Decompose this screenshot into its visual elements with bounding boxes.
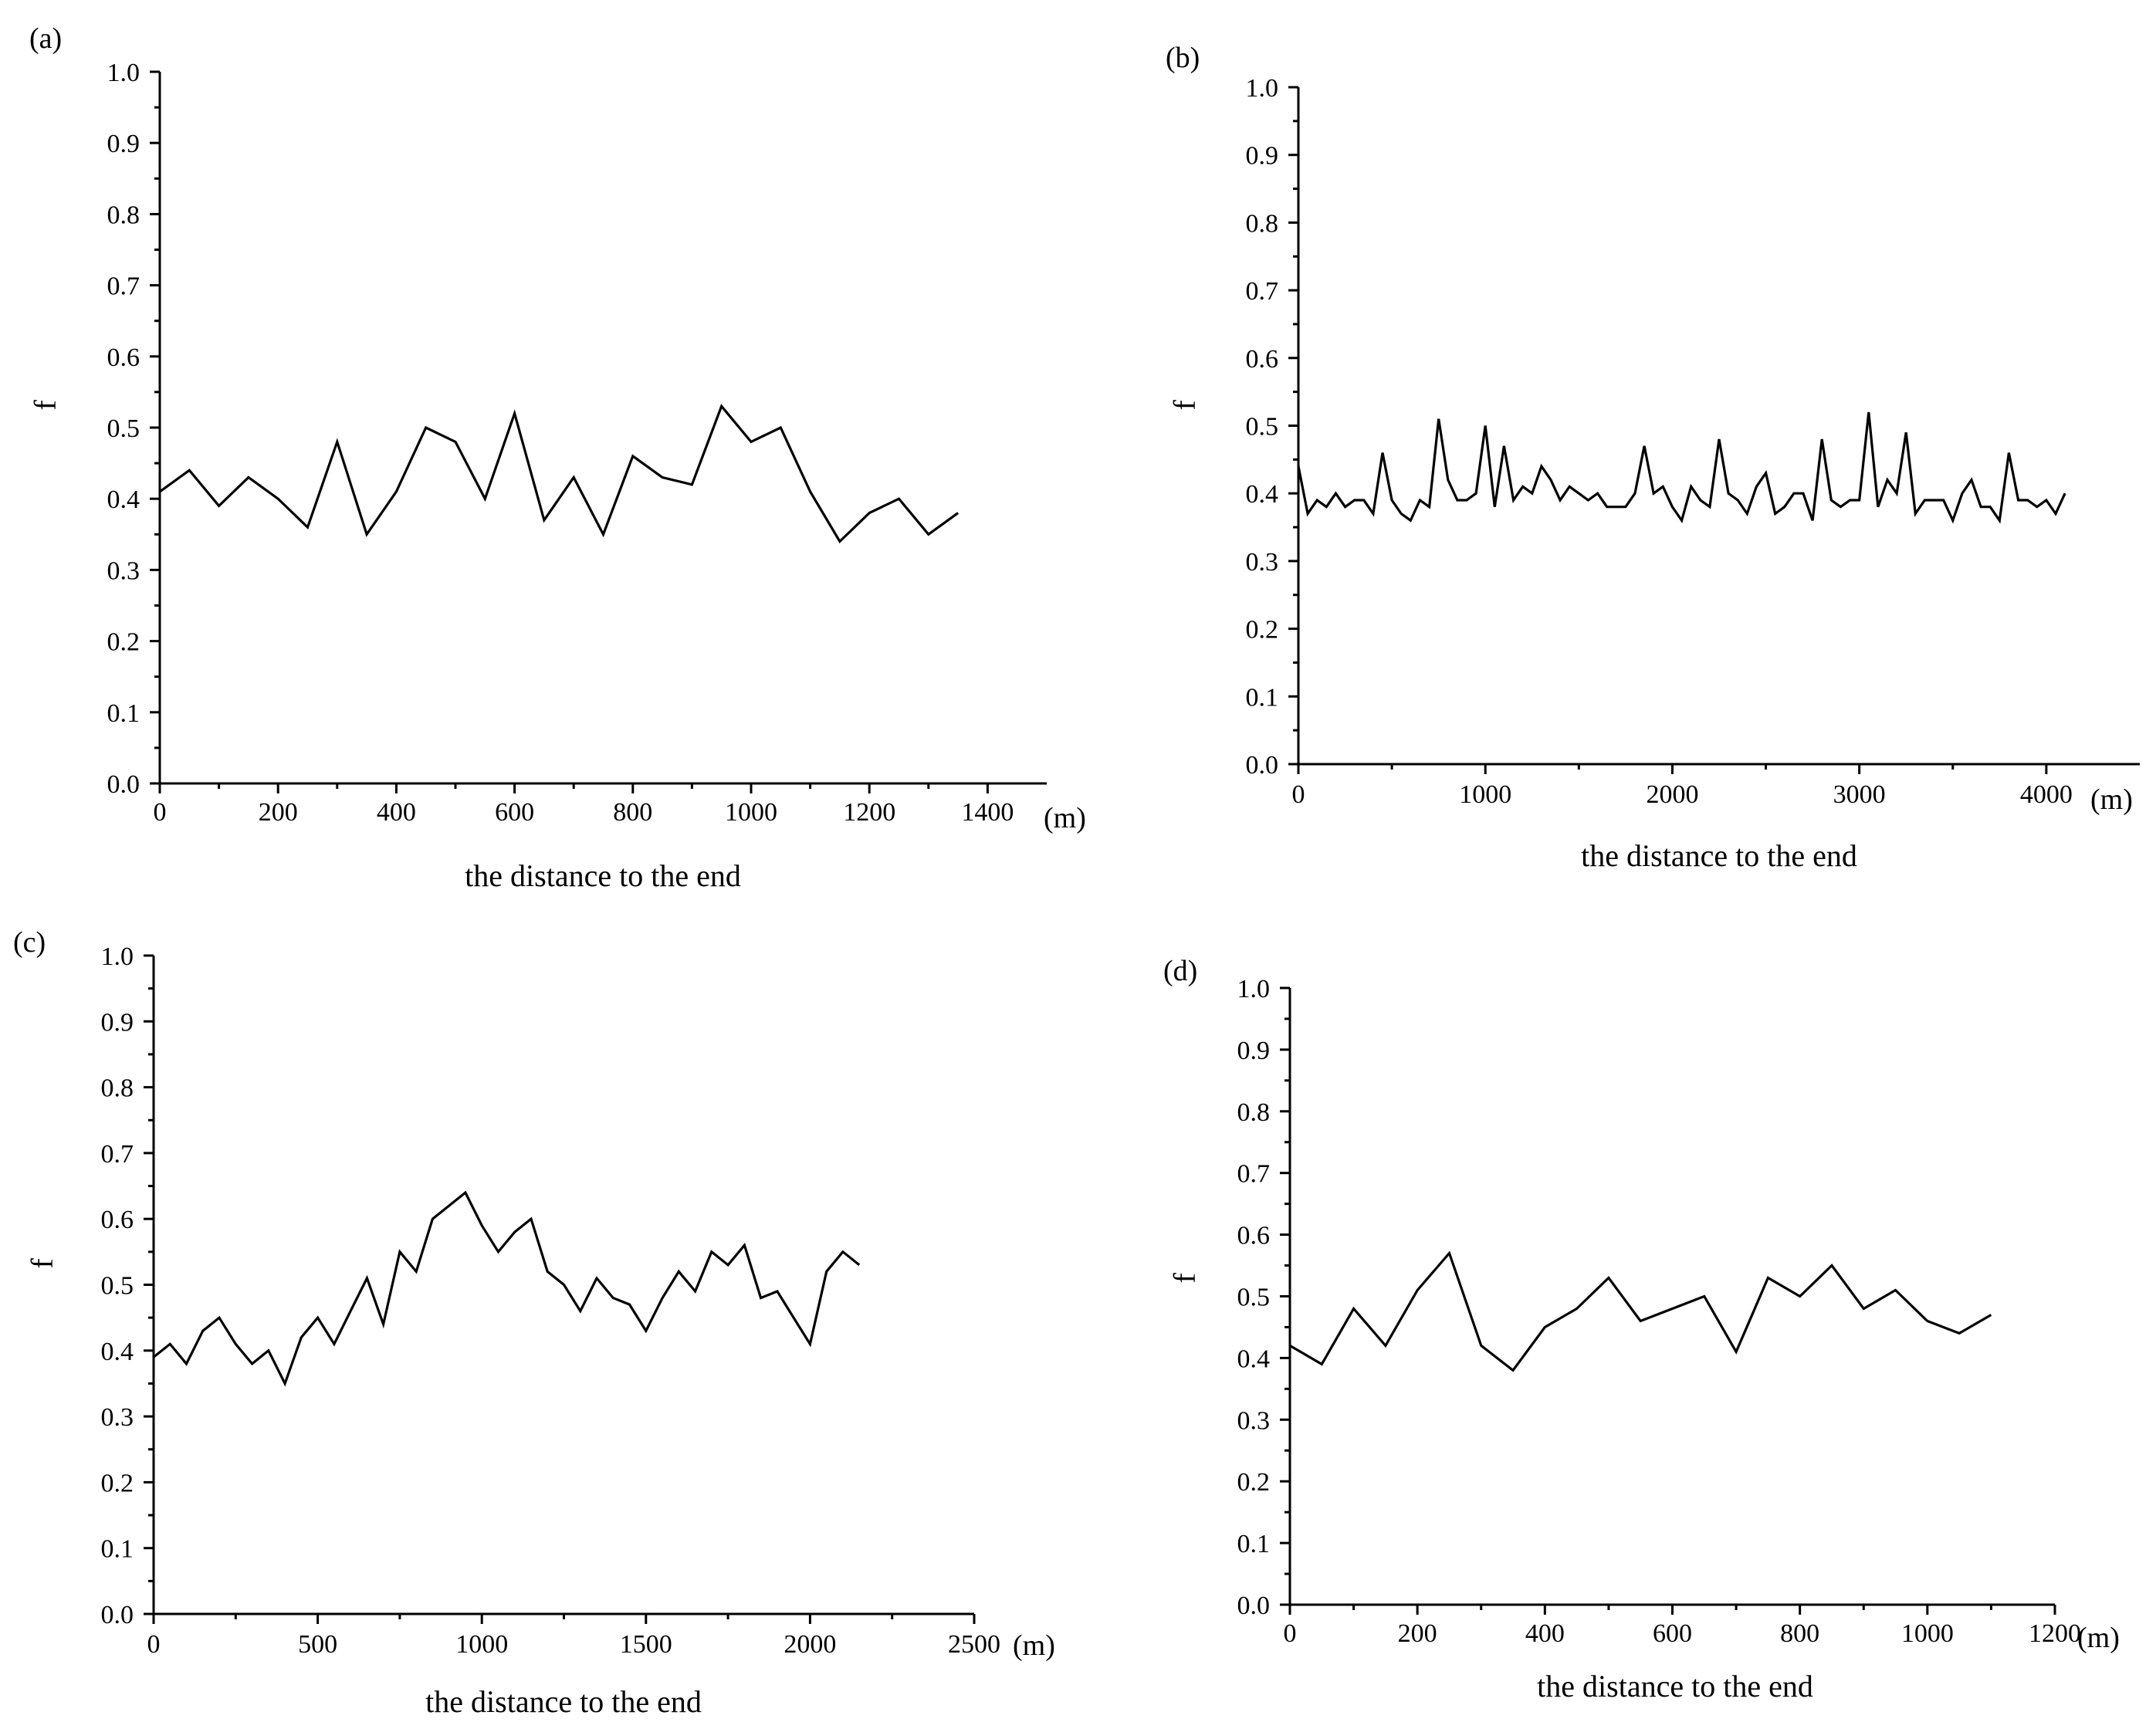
x-tick-label: 600: [495, 798, 534, 827]
chart-panel-a: 0.0 0.1 0.2 0.3 0.4 0.5 0.6 0.7 0.8 0.9 1.0 0 200 400…: [28, 22, 1086, 893]
y-tick-label: 0.3: [107, 557, 140, 585]
series-line-b: [1297, 411, 2066, 524]
y-tick-label: 0.2: [1246, 616, 1279, 644]
y-tick-label: 0.9: [101, 1008, 134, 1037]
x-unit-label: (m): [1013, 1629, 1055, 1662]
series-line-c: [153, 1190, 861, 1387]
x-tick-label: 1500: [620, 1630, 672, 1659]
x-tick-label: 2000: [1646, 780, 1698, 809]
x-tick-label: 0: [1292, 780, 1305, 809]
y-tick-label: 0.5: [107, 414, 140, 443]
x-axis-title: the distance to the end: [425, 1684, 702, 1719]
panel-label-b: (b): [1166, 42, 1200, 74]
y-tick-label: 1.0: [101, 942, 134, 971]
x-tick-label: 800: [613, 798, 652, 827]
y-tick-label: 0.6: [107, 343, 140, 372]
y-axis-title: f: [25, 1258, 59, 1269]
y-tick-label: 0.2: [107, 628, 140, 657]
x-tick-label: 0: [1284, 1619, 1297, 1648]
y-tick-label: 0.9: [1246, 142, 1279, 171]
y-axis-title: f: [1167, 1273, 1202, 1284]
y-tick-label: 0.4: [107, 485, 140, 514]
y-tick-label: 0.5: [1237, 1284, 1271, 1312]
x-tick-label: 2000: [784, 1630, 836, 1659]
x-tick-label: 500: [298, 1630, 337, 1659]
x-unit-label: (m): [2090, 783, 2133, 816]
y-tick-label: 0.9: [1237, 1037, 1271, 1065]
y-tick-label: 0.4: [1237, 1345, 1271, 1373]
y-tick-label: 0.8: [107, 201, 140, 229]
y-tick-label: 1.0: [1237, 975, 1271, 1003]
y-tick-label: 0.0: [101, 1601, 134, 1629]
y-tick-label: 0.5: [1246, 413, 1279, 441]
y-tick-label: 0.3: [1237, 1406, 1271, 1435]
x-tick-label: 1200: [843, 798, 895, 827]
x-tick-label: 200: [259, 798, 298, 827]
y-tick-label: 0.9: [107, 130, 140, 158]
y-tick-label: 0.6: [1246, 345, 1279, 374]
panel-label-c: (c): [13, 926, 46, 959]
y-tick-label: 0.7: [1246, 277, 1279, 306]
y-tick-label: 1.0: [1246, 74, 1279, 103]
chart-panel-d: 0.0 0.1 0.2 0.3 0.4 0.5 0.6 0.7 0.8 0.9 1.0 0 200 400…: [1163, 955, 2120, 1703]
y-tick-label: 0.2: [101, 1469, 134, 1497]
x-tick-label: 2500: [948, 1630, 1000, 1659]
x-tick-label: 1000: [1459, 780, 1511, 809]
x-tick-label: 3000: [1833, 780, 1886, 809]
x-tick-label: 0: [147, 1630, 161, 1659]
series-line-d: [1289, 1250, 1992, 1372]
x-tick-label: 1400: [961, 798, 1014, 827]
x-tick-label: 600: [1653, 1619, 1692, 1648]
y-tick-label: 1.0: [107, 59, 140, 87]
y-tick-label: 0.2: [1237, 1468, 1271, 1497]
chart-panel-b: 0.0 0.1 0.2 0.3 0.4 0.5 0.6 0.7 0.8 0.9 1.0 0 1000 20…: [1166, 42, 2140, 873]
y-tick-label: 0.3: [101, 1403, 134, 1432]
series-line-a: [159, 404, 960, 544]
y-tick-label: 0.6: [1237, 1222, 1271, 1250]
y-tick-label: 0.5: [101, 1272, 134, 1301]
y-tick-label: 0.1: [101, 1535, 134, 1564]
x-unit-label: (m): [1044, 802, 1086, 834]
y-tick-label: 0.7: [1237, 1160, 1271, 1189]
x-tick-label: 1000: [455, 1630, 508, 1659]
y-tick-label: 0.8: [101, 1074, 134, 1103]
y-tick-label: 0.4: [101, 1338, 134, 1366]
x-tick-label: 400: [1525, 1619, 1565, 1648]
y-axis-title: f: [28, 400, 63, 411]
x-axis-title: the distance to the end: [465, 858, 741, 893]
y-tick-label: 0.1: [1237, 1530, 1271, 1558]
x-tick-label: 400: [377, 798, 416, 827]
y-tick-label: 0.7: [101, 1140, 134, 1169]
x-tick-label: 4000: [2020, 780, 2073, 809]
x-tick-label: 1000: [725, 798, 777, 827]
panel-label-a: (a): [29, 22, 62, 55]
y-axis-title: f: [1167, 400, 1202, 411]
y-tick-label: 0.0: [107, 770, 140, 799]
y-tick-label: 0.7: [107, 272, 140, 301]
y-tick-label: 0.8: [1246, 209, 1279, 238]
x-axis-title: the distance to the end: [1537, 1669, 1813, 1703]
y-tick-label: 0.0: [1246, 751, 1279, 780]
y-tick-label: 0.6: [101, 1206, 134, 1234]
y-tick-label: 0.1: [107, 699, 140, 728]
x-unit-label: (m): [2077, 1622, 2120, 1654]
x-tick-label: 1200: [2029, 1619, 2081, 1648]
y-tick-label: 0.0: [1237, 1592, 1271, 1620]
x-tick-label: 200: [1398, 1619, 1437, 1648]
chart-panel-c: 0.0 0.1 0.2 0.3 0.4 0.5 0.6 0.7 0.8 0.9 1.0 0 500 100…: [13, 926, 1055, 1719]
x-tick-label: 800: [1780, 1619, 1819, 1648]
y-tick-label: 0.8: [1237, 1098, 1271, 1127]
y-tick-label: 0.3: [1246, 548, 1279, 577]
y-tick-label: 0.1: [1246, 683, 1279, 712]
panel-label-d: (d): [1163, 955, 1197, 987]
x-tick-label: 0: [154, 798, 167, 827]
x-axis-title: the distance to the end: [1581, 838, 1857, 873]
x-tick-label: 1000: [1901, 1619, 1954, 1648]
y-tick-label: 0.4: [1246, 480, 1279, 509]
